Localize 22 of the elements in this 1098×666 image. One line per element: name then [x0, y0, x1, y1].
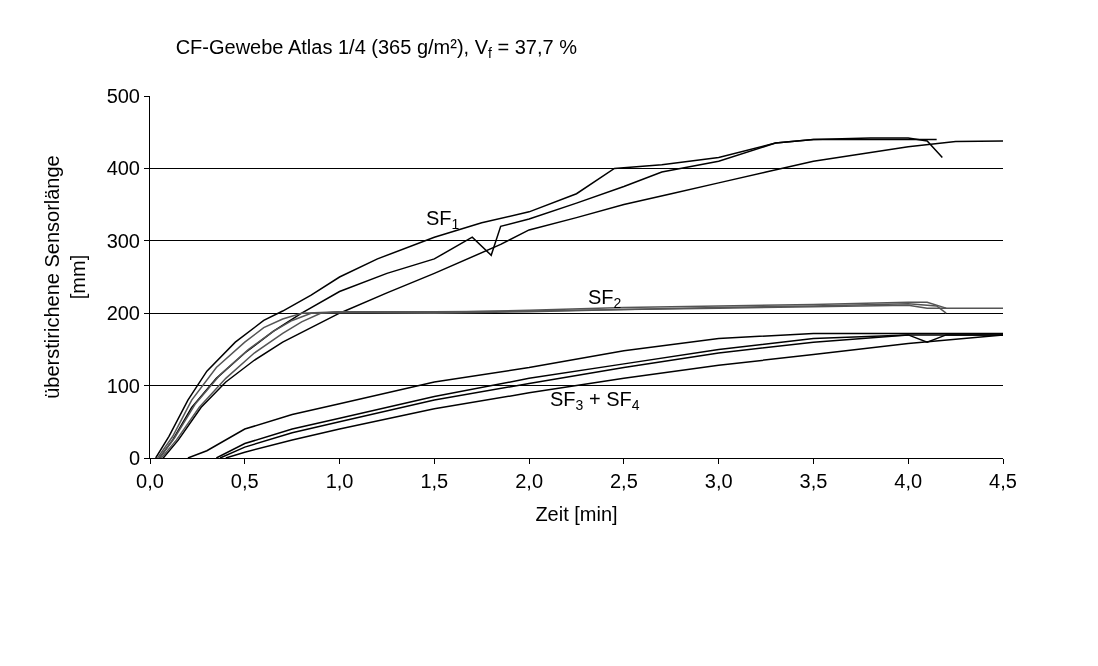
y-tick-label: 500 — [106, 85, 140, 107]
x-tick-label: 4,5 — [989, 470, 1017, 492]
x-tick-label: 1,0 — [325, 470, 354, 492]
annotation: SF$_{2}$ — [588, 286, 622, 312]
y-tick-label: 300 — [106, 229, 140, 252]
y-tick-label: 100 — [106, 374, 140, 397]
x-tick-label: 2,5 — [609, 470, 638, 492]
x-tick-label: 3,0 — [704, 470, 733, 492]
x-axis-title: Zeit [min] — [535, 502, 618, 525]
x-tick-label: 0,5 — [230, 470, 259, 492]
x-tick-label: 4,0 — [894, 470, 923, 492]
x-tick-label: 0,0 — [136, 470, 164, 492]
y-tick-label: 0 — [128, 447, 140, 469]
y-tick-label: 200 — [106, 302, 140, 325]
y-axis-title: überstirichene Sensorlänge [mm] — [41, 155, 90, 399]
x-tick-label: 3,5 — [799, 470, 828, 492]
y-tick-label: 400 — [106, 157, 140, 180]
annotation: SF$_{1}$ — [426, 207, 460, 233]
x-tick-label: 1,5 — [420, 470, 449, 492]
annotation: SF$_{3}$ + SF$_{4}$ — [550, 388, 640, 414]
chart-title: CF-Gewebe Atlas 1/4 (365 g/m²), V$_{f}$ = 37,7 % — [175, 35, 578, 62]
x-tick-label: 2,0 — [515, 470, 544, 492]
